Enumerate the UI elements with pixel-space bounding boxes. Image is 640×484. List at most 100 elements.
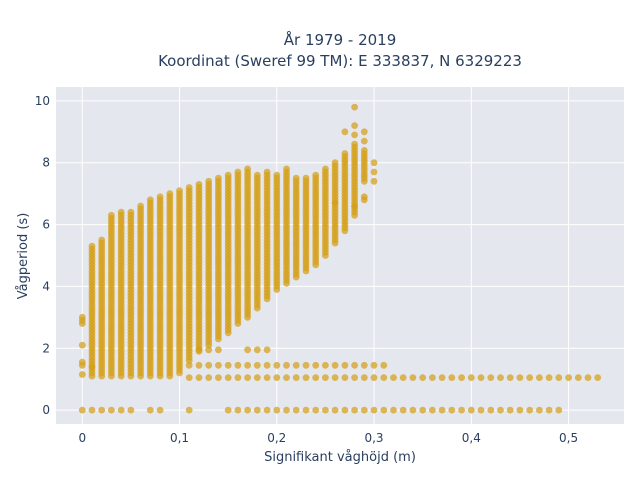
data-point <box>78 361 86 369</box>
data-point <box>302 174 310 182</box>
data-point <box>526 406 534 414</box>
y-tick-label: 8 <box>42 156 50 170</box>
data-point <box>584 374 592 381</box>
data-point <box>166 190 174 198</box>
data-point <box>292 374 300 381</box>
data-point <box>331 361 339 369</box>
data-point <box>360 406 368 414</box>
data-point <box>526 374 534 381</box>
data-point <box>273 171 281 179</box>
data-point <box>224 171 232 179</box>
data-point <box>399 406 407 414</box>
data-point <box>205 177 213 185</box>
data-point <box>224 406 232 414</box>
y-tick-label: 0 <box>42 403 50 417</box>
data-point <box>360 137 368 145</box>
chart-title-line2: Koordinat (Sweref 99 TM): E 333837, N 63… <box>158 52 522 70</box>
data-point <box>185 361 193 369</box>
data-point <box>516 374 524 381</box>
y-tick-label: 10 <box>35 94 50 108</box>
x-axis-title: Signifikant våghöjd (m) <box>264 450 416 465</box>
data-point <box>244 406 252 414</box>
data-point <box>497 374 504 381</box>
data-point <box>555 374 563 381</box>
data-point <box>292 174 300 182</box>
data-point <box>341 406 349 414</box>
data-point <box>98 406 106 414</box>
data-point <box>341 374 349 381</box>
data-point <box>205 374 213 381</box>
data-point <box>331 159 339 167</box>
data-point <box>331 199 339 207</box>
data-point <box>448 374 456 381</box>
x-tick-label: 0,5 <box>559 431 578 445</box>
data-point <box>438 406 446 414</box>
data-point <box>244 165 252 173</box>
data-point <box>487 374 495 381</box>
data-point <box>263 406 271 414</box>
data-point <box>351 131 358 139</box>
data-point <box>351 122 358 129</box>
data-point <box>380 374 388 381</box>
data-point <box>312 171 320 179</box>
data-point <box>312 361 320 369</box>
data-point <box>215 174 222 182</box>
data-point <box>302 374 310 381</box>
data-point <box>78 371 86 378</box>
data-point <box>312 406 320 414</box>
data-point <box>292 406 300 414</box>
data-point <box>351 374 358 381</box>
data-point <box>244 346 252 354</box>
data-point <box>370 361 378 369</box>
data-point <box>458 374 465 381</box>
data-point <box>458 406 465 414</box>
data-point <box>360 147 368 154</box>
data-point <box>108 406 115 414</box>
data-point <box>234 406 242 414</box>
data-point <box>545 406 553 414</box>
y-tick-labels: 0 2 4 6 8 10 <box>35 94 50 417</box>
data-point <box>185 184 193 191</box>
data-point <box>78 341 86 349</box>
data-point <box>399 374 407 381</box>
data-point <box>78 313 86 321</box>
data-point <box>263 346 271 354</box>
data-point <box>244 374 252 381</box>
data-point <box>195 346 203 354</box>
x-tick-labels: 0 0,1 0,2 0,3 0,4 0,5 <box>78 431 578 445</box>
data-point <box>263 374 271 381</box>
data-point <box>341 361 349 369</box>
data-point <box>205 346 213 354</box>
data-point <box>565 374 572 381</box>
data-point <box>419 406 427 414</box>
data-point <box>253 406 261 414</box>
data-point <box>127 406 135 414</box>
data-point <box>487 406 495 414</box>
data-point <box>156 406 164 414</box>
data-point <box>292 361 300 369</box>
data-point <box>215 374 222 381</box>
data-point <box>477 374 485 381</box>
data-point <box>536 374 543 381</box>
data-point <box>360 361 368 369</box>
data-point <box>477 406 485 414</box>
data-point <box>156 193 164 201</box>
data-point <box>195 361 203 369</box>
data-point <box>594 374 602 381</box>
data-point <box>370 168 378 176</box>
data-point <box>195 374 203 381</box>
data-point <box>555 406 563 414</box>
data-point <box>224 374 232 381</box>
data-point <box>390 374 397 381</box>
data-point <box>108 211 115 219</box>
data-point <box>380 361 388 369</box>
data-point <box>322 165 329 173</box>
data-point <box>273 406 281 414</box>
data-point <box>516 406 524 414</box>
data-point <box>98 236 106 244</box>
data-point <box>215 361 222 369</box>
data-point <box>263 361 271 369</box>
data-point <box>234 374 242 381</box>
data-point <box>283 406 290 414</box>
y-tick-label: 6 <box>42 218 50 232</box>
